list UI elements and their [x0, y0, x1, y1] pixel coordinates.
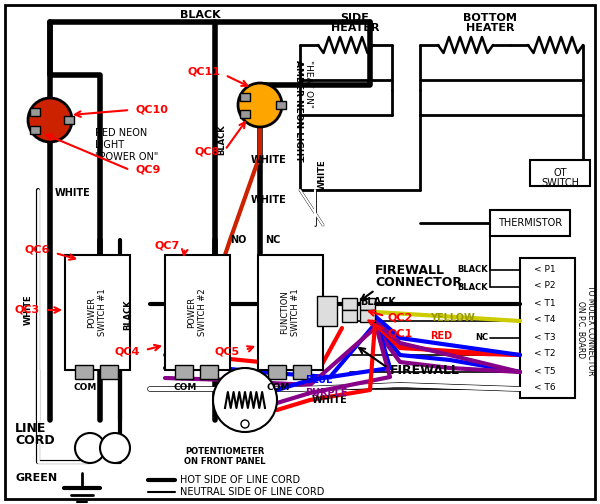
Text: YELLOW: YELLOW [430, 313, 475, 323]
Text: NO: NO [230, 235, 246, 245]
Text: BLACK: BLACK [218, 124, 227, 155]
Text: FUNCTION
SWITCH #1: FUNCTION SWITCH #1 [280, 288, 300, 336]
Text: POTENTIOMETER: POTENTIOMETER [185, 448, 265, 457]
Text: WHITE: WHITE [317, 160, 326, 191]
Circle shape [100, 433, 130, 463]
Text: GREEN: GREEN [15, 473, 57, 483]
Text: LIGHT: LIGHT [95, 140, 124, 150]
Text: < P2: < P2 [534, 282, 556, 290]
Circle shape [241, 420, 249, 428]
Bar [165, 255, 230, 370]
Text: QC10: QC10 [135, 105, 168, 115]
Bar [240, 110, 250, 118]
Text: < T5: < T5 [534, 366, 556, 375]
Bar [360, 298, 375, 310]
Text: BLACK: BLACK [457, 283, 488, 291]
Text: AMBER NEON LIGHT: AMBER NEON LIGHT [293, 60, 302, 162]
Text: RED: RED [430, 331, 452, 341]
Text: WHITE: WHITE [250, 155, 286, 165]
Text: QC2: QC2 [388, 313, 413, 323]
Text: FIREWALL: FIREWALL [390, 363, 460, 376]
Text: BLACK: BLACK [457, 266, 488, 275]
Text: NEUTRAL SIDE OF LINE CORD: NEUTRAL SIDE OF LINE CORD [180, 487, 325, 497]
Text: QC11: QC11 [187, 67, 220, 77]
Text: WHITE: WHITE [23, 295, 32, 325]
Text: CONNECTOR: CONNECTOR [375, 277, 462, 289]
Text: HOT SIDE OF LINE CORD: HOT SIDE OF LINE CORD [180, 475, 300, 485]
Bar [100, 365, 118, 379]
Text: < T4: < T4 [534, 316, 556, 325]
Bar [30, 108, 40, 116]
Text: ON FRONT PANEL: ON FRONT PANEL [184, 458, 266, 467]
Text: NC: NC [265, 235, 281, 245]
Text: HEATER: HEATER [466, 23, 514, 33]
Bar [342, 298, 357, 310]
Bar [240, 93, 250, 101]
Text: THERMISTOR: THERMISTOR [498, 218, 562, 228]
Bar [276, 101, 286, 109]
Text: < T2: < T2 [534, 349, 556, 358]
Text: QC7: QC7 [155, 240, 180, 250]
Text: POWER
SWITCH #2: POWER SWITCH #2 [187, 288, 206, 336]
Text: QC6: QC6 [25, 245, 50, 255]
Text: RED NEON: RED NEON [95, 128, 147, 138]
Bar [342, 310, 357, 322]
Circle shape [213, 368, 277, 432]
Circle shape [238, 83, 282, 127]
Text: SWITCH: SWITCH [541, 178, 579, 188]
Text: BLACK: BLACK [179, 10, 220, 20]
Text: COM: COM [266, 383, 290, 392]
Text: QC8: QC8 [195, 147, 220, 157]
Text: < T6: < T6 [534, 384, 556, 393]
Text: BLACK: BLACK [124, 299, 133, 330]
Bar [75, 365, 93, 379]
Text: WHITE: WHITE [55, 188, 91, 198]
Bar [317, 296, 337, 326]
Text: "POWER ON": "POWER ON" [95, 152, 158, 162]
Text: TO MOLEX CONNECTOR: TO MOLEX CONNECTOR [586, 285, 595, 375]
Text: POWER
SWITCH #1: POWER SWITCH #1 [88, 288, 107, 336]
Bar [530, 160, 590, 186]
Text: < T3: < T3 [534, 333, 556, 342]
Text: < P1: < P1 [534, 265, 556, 274]
Text: OT: OT [553, 168, 567, 178]
Circle shape [75, 433, 105, 463]
Bar [490, 210, 570, 236]
Bar [175, 365, 193, 379]
Text: HEATER: HEATER [331, 23, 379, 33]
Bar [293, 365, 311, 379]
Text: BLACK: BLACK [360, 297, 396, 307]
Text: CORD: CORD [15, 433, 55, 447]
Text: BLUE: BLUE [305, 375, 333, 385]
Bar [200, 365, 218, 379]
Text: COM: COM [73, 383, 97, 392]
Bar [65, 255, 130, 370]
Text: QC4: QC4 [115, 347, 140, 357]
Text: "HEAT ON": "HEAT ON" [304, 60, 313, 108]
Bar [520, 258, 575, 398]
Circle shape [28, 98, 72, 142]
Text: WHITE: WHITE [250, 195, 286, 205]
Text: QC9: QC9 [135, 165, 160, 175]
Text: QC1: QC1 [388, 329, 413, 339]
Bar [360, 310, 375, 322]
Bar [268, 365, 286, 379]
Text: FIREWALL: FIREWALL [375, 264, 445, 277]
Text: QC5: QC5 [215, 347, 240, 357]
Bar [64, 116, 74, 124]
Bar [258, 255, 323, 370]
Text: QC3: QC3 [15, 305, 40, 315]
Bar [30, 126, 40, 134]
Text: ON P.C. BOARD: ON P.C. BOARD [575, 301, 584, 358]
Text: COM: COM [173, 383, 197, 392]
Text: LINE: LINE [15, 421, 46, 434]
Text: < T1: < T1 [534, 298, 556, 307]
Text: SIDE: SIDE [341, 13, 370, 23]
Text: BOTTOM: BOTTOM [463, 13, 517, 23]
Text: PURPLE: PURPLE [305, 388, 347, 398]
Text: WHITE: WHITE [312, 395, 348, 405]
Text: NC: NC [475, 334, 488, 343]
